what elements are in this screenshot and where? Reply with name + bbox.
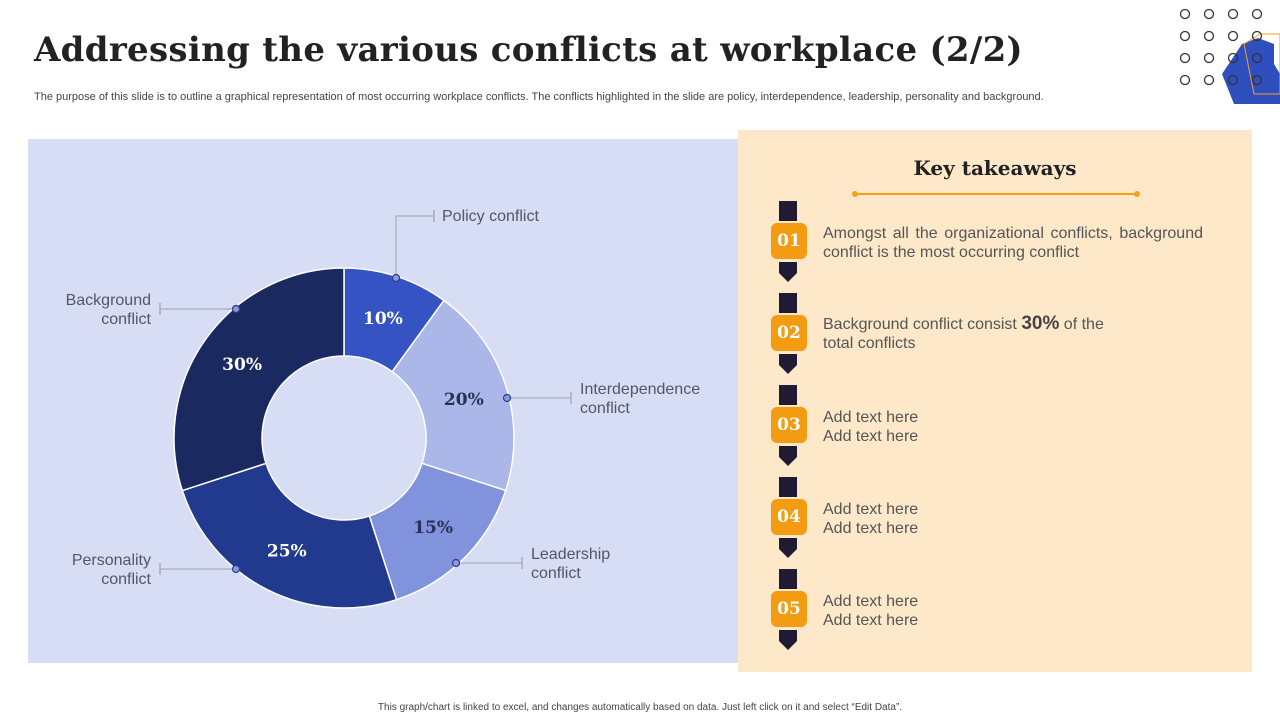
arrow-down-icon — [779, 262, 797, 282]
number-badge: 01 — [771, 223, 807, 259]
number-badge: 03 — [771, 407, 807, 443]
data-label: 30% — [222, 355, 262, 375]
category-label: Leadership conflict — [531, 546, 610, 582]
number-badge: 04 — [771, 499, 807, 535]
takeaways-divider — [852, 191, 1140, 197]
pie-slice-background-conflict[interactable] — [173, 267, 345, 492]
takeaway-highlight: 30% — [1021, 313, 1060, 334]
takeaway-text-post: of the total conflicts — [823, 316, 1104, 352]
takeaway-line: Add text here — [823, 593, 919, 610]
category-label: Personality conflict — [72, 552, 152, 588]
dot-grid-hexagon-icon — [1179, 8, 1280, 104]
footer-note: This graph/chart is linked to excel, and… — [377, 702, 903, 713]
arrow-down-icon — [779, 354, 797, 374]
takeaway-line: Add text here — [823, 520, 919, 537]
key-takeaways-panel: Key takeaways 01 Amongst all the organiz… — [738, 130, 1252, 672]
takeaway-line: Add text here — [823, 612, 919, 629]
takeaway-text: Amongst all the organizational conflicts… — [823, 225, 1203, 261]
arrow-down-icon — [779, 630, 797, 650]
pie-slice-interdependence-conflict[interactable] — [391, 299, 515, 492]
leader-dot — [391, 273, 401, 283]
category-label: Background conflict — [66, 292, 152, 328]
connector-bar — [779, 385, 797, 405]
takeaway-item-04: 04 Add text here Add text here — [738, 477, 1252, 561]
leader-dot — [231, 304, 241, 314]
page-title: Addressing the various conflicts at work… — [34, 30, 1023, 70]
pie-slice-personality-conflict[interactable] — [181, 462, 398, 609]
connector-bar — [779, 201, 797, 221]
takeaway-item-05: 05 Add text here Add text here — [738, 569, 1252, 653]
number-badge: 02 — [771, 315, 807, 351]
takeaway-text: Add text here Add text here — [823, 408, 1203, 446]
takeaway-line: Add text here — [823, 428, 919, 445]
connector-bar — [779, 293, 797, 313]
chart-panel: 10% 20% 15% 25% 30% Policy conflict Interdepen… — [28, 139, 740, 663]
data-label: 10% — [363, 309, 403, 329]
category-label: Policy conflict — [442, 208, 539, 225]
page-subtitle: The purpose of this slide is to outline … — [34, 91, 1044, 103]
data-label: 25% — [267, 541, 307, 561]
arrow-down-icon — [779, 538, 797, 558]
takeaway-item-01: 01 Amongst all the organizational confli… — [738, 201, 1252, 285]
takeaway-item-03: 03 Add text here Add text here — [738, 385, 1252, 469]
connector-bar — [779, 477, 797, 497]
data-label: 20% — [444, 390, 484, 410]
takeaway-item-02: 02 Background conflict consist 30% of th… — [738, 293, 1252, 377]
takeaway-text: Add text here Add text here — [823, 500, 1203, 538]
leader-dot — [502, 393, 512, 403]
takeaways-title: Key takeaways — [913, 156, 1077, 180]
donut-chart[interactable]: 10% 20% 15% 25% 30% Policy conflict Interdepen… — [28, 139, 740, 663]
category-label: Interdependence conflict — [580, 381, 700, 417]
connector-bar — [779, 569, 797, 589]
takeaway-line: Add text here — [823, 501, 919, 518]
number-badge: 05 — [771, 591, 807, 627]
leader-dot — [451, 558, 461, 568]
takeaway-text-pre: Background conflict consist — [823, 316, 1022, 333]
takeaway-text: Add text here Add text here — [823, 592, 1203, 630]
takeaway-text: Background conflict consist 30% of the t… — [823, 314, 1123, 353]
data-label: 15% — [413, 518, 453, 538]
leader-dot — [231, 564, 241, 574]
arrow-down-icon — [779, 446, 797, 466]
leader-line — [395, 215, 434, 278]
takeaway-line: Add text here — [823, 409, 919, 426]
